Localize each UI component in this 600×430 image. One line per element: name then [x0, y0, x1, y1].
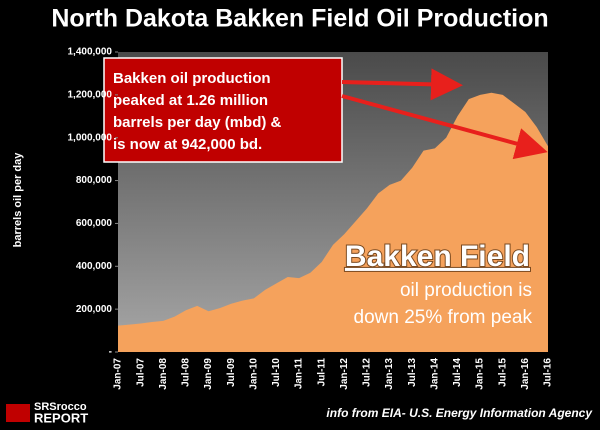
logo-text: SRSrocco: [34, 401, 87, 413]
logo-icon: [6, 404, 30, 422]
y-tick-label: 1,200,000: [68, 89, 113, 100]
x-tick-label: Jul-09: [226, 358, 237, 387]
source: info from EIA- U.S. Energy Information A…: [326, 406, 593, 420]
callout-line: is now at 942,000 bd.: [113, 136, 262, 153]
x-tick-label: Jan-13: [384, 358, 395, 390]
x-tick-label: Jan-16: [520, 358, 531, 390]
x-tick-label: Jul-07: [135, 358, 146, 387]
x-tick-label: Jul-16: [543, 358, 554, 387]
y-tick-label: 800,000: [76, 175, 113, 186]
x-tick-label: Jul-12: [362, 358, 373, 387]
logo-text: REPORT: [34, 410, 88, 425]
y-axis-title: barrels oil per day: [12, 152, 24, 248]
y-tick-label: 400,000: [76, 261, 113, 272]
highlight-line: oil production is: [400, 280, 532, 301]
highlight-line: down 25% from peak: [354, 307, 533, 328]
x-tick-label: Jul-14: [452, 358, 463, 387]
x-tick-label: Jan-08: [158, 358, 169, 390]
callout-line: peaked at 1.26 million: [113, 92, 268, 109]
x-tick-label: Jan-11: [294, 358, 305, 390]
y-tick-label: 1,000,000: [68, 132, 113, 143]
callout-line: Bakken oil production: [113, 70, 271, 87]
x-tick-label: Jul-13: [407, 358, 418, 387]
arrow: [341, 94, 548, 160]
y-tick-label: 200,000: [76, 304, 113, 315]
x-tick-label: Jul-11: [316, 358, 327, 387]
y-tick-label: 1,400,000: [68, 47, 113, 58]
x-tick-label: Jul-08: [181, 358, 192, 387]
arrow: [341, 68, 463, 101]
x-tick-label: Jul-10: [271, 358, 282, 387]
callout-box: [103, 57, 343, 163]
x-tick-label: Jan-07: [113, 358, 124, 390]
y-tick-label: 600,000: [76, 218, 113, 229]
y-tick-label: -: [109, 347, 112, 358]
x-tick-label: Jul-15: [497, 358, 508, 387]
area: [118, 92, 548, 352]
x-tick-label: Jan-10: [248, 358, 259, 390]
x-tick-label: Jan-12: [339, 358, 350, 390]
chart-title: North Dakota Bakken Field Oil Production: [51, 5, 548, 33]
x-tick-label: Jan-14: [429, 358, 440, 390]
x-tick-label: Jan-15: [475, 358, 486, 390]
highlight-title: Bakken Field: [345, 240, 530, 273]
callout-line: barrels per day (mbd) &: [113, 114, 282, 131]
x-tick-label: Jan-09: [203, 358, 214, 390]
